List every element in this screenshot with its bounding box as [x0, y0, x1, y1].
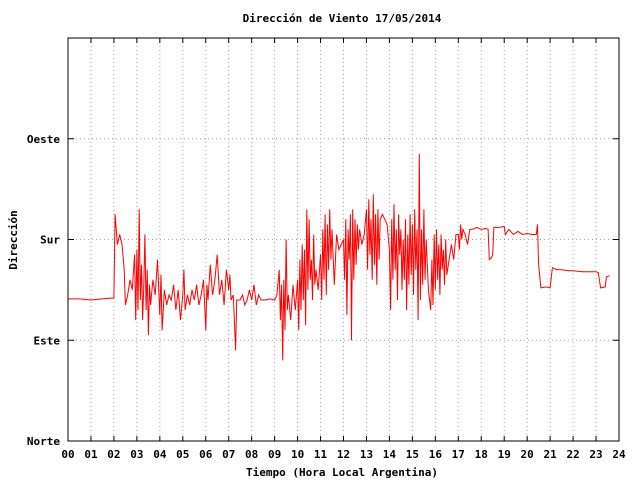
x-tick-label: 15: [406, 448, 419, 461]
x-tick-label: 07: [222, 448, 235, 461]
y-tick-label: Oeste: [27, 133, 60, 146]
x-tick-label: 16: [429, 448, 443, 461]
x-tick-label: 03: [130, 448, 143, 461]
x-tick-label: 19: [498, 448, 511, 461]
x-tick-label: 18: [475, 448, 488, 461]
x-tick-label: 23: [589, 448, 602, 461]
x-tick-label: 10: [291, 448, 304, 461]
x-tick-label: 05: [176, 448, 189, 461]
x-tick-label: 11: [314, 448, 328, 461]
series-layer: [68, 153, 610, 361]
x-axis-ticks: 00 01 02 03 04 05 06 07 08 09 10 11 12 13 14 15 16 17 18 19…: [61, 38, 626, 461]
x-tick-label: 02: [107, 448, 120, 461]
x-axis-label: Tiempo (Hora Local Argentina): [246, 466, 438, 479]
x-tick-label: 06: [199, 448, 213, 461]
y-tick-label: Sur: [40, 234, 60, 247]
y-axis-ticks: Norte Este Sur Oeste: [27, 133, 619, 448]
x-tick-label: 17: [452, 448, 465, 461]
x-tick-label: 09: [268, 448, 281, 461]
x-tick-label: 08: [245, 448, 258, 461]
x-tick-label: 20: [521, 448, 534, 461]
series-line-wind-direction: [68, 153, 610, 361]
y-tick-label: Norte: [27, 435, 60, 448]
chart-title: Dirección de Viento 17/05/2014: [243, 12, 442, 25]
x-tick-label: 21: [544, 448, 558, 461]
x-tick-label: 01: [84, 448, 98, 461]
x-tick-label: 22: [566, 448, 579, 461]
x-tick-label: 12: [337, 448, 350, 461]
x-tick-label: 14: [383, 448, 397, 461]
y-tick-label: Este: [34, 334, 61, 347]
x-tick-label: 24: [612, 448, 626, 461]
y-axis-label: Dirección: [7, 210, 20, 270]
x-tick-label: 00: [61, 448, 74, 461]
x-tick-label: 04: [153, 448, 167, 461]
x-tick-label: 13: [360, 448, 373, 461]
